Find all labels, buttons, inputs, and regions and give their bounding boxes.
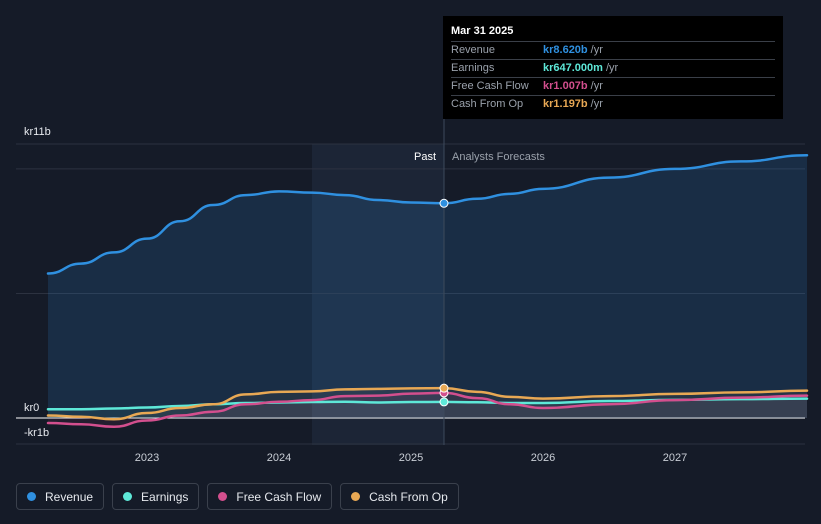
legend-item-free-cash-flow[interactable]: Free Cash Flow: [207, 483, 333, 510]
y-axis-top-label: kr11b: [24, 126, 51, 138]
x-tick-label: 2024: [267, 452, 291, 464]
marker-cash-from-op: [439, 383, 449, 393]
marker-earnings: [439, 397, 449, 407]
tooltip: Mar 31 2025 Revenue kr8.620b/yr Earnings kr…: [443, 16, 783, 119]
forecast-label: Analysts Forecasts: [452, 151, 545, 163]
past-label: Past: [414, 151, 436, 163]
legend-label: Earnings: [141, 489, 189, 504]
tooltip-row-unit: /yr: [590, 44, 603, 56]
legend-item-revenue[interactable]: Revenue: [16, 483, 105, 510]
line-earnings: [46, 397, 809, 411]
tooltip-row: Revenue kr8.620b/yr: [451, 41, 775, 59]
x-tick-label: 2027: [663, 452, 687, 464]
tooltip-row-label: Cash From Op: [451, 98, 524, 110]
tooltip-row-label: Free Cash Flow: [451, 80, 529, 92]
hover-markers: [439, 198, 449, 407]
x-tick-label: 2023: [135, 452, 159, 464]
line-free-cash-flow: [46, 391, 809, 428]
y-axis-zero-label: kr0: [24, 402, 39, 414]
tooltip-row-value: kr1.007b: [543, 80, 588, 92]
tooltip-date: Mar 31 2025: [451, 25, 514, 37]
legend: Revenue Earnings Free Cash Flow Cash From O…: [16, 483, 459, 510]
area-free-cash-flow: [48, 392, 807, 427]
tooltip-row-unit: /yr: [590, 98, 603, 110]
x-tick-label: 2025: [399, 452, 423, 464]
marker-revenue: [439, 198, 449, 208]
tooltip-row-value: kr647.000m: [543, 62, 603, 74]
series-lines: [46, 153, 809, 428]
gridlines: [16, 143, 805, 445]
tooltip-row: Earnings kr647.000m/yr: [451, 59, 775, 77]
tooltip-row-unit: /yr: [590, 80, 603, 92]
legend-dot-icon: [27, 492, 36, 501]
tooltip-row-value: kr8.620b: [543, 44, 588, 56]
area-revenue: [48, 155, 807, 418]
legend-item-earnings[interactable]: Earnings: [112, 483, 200, 510]
tooltip-row-label: Earnings: [451, 62, 495, 74]
legend-dot-icon: [351, 492, 361, 501]
tooltip-rows: Revenue kr8.620b/yr Earnings kr647.000m/yr F…: [451, 41, 775, 113]
legend-dot-icon: [218, 492, 228, 501]
x-tick-label: 2026: [531, 452, 555, 464]
legend-label: Revenue: [45, 489, 94, 504]
line-cash-from-op: [46, 386, 809, 421]
tooltip-row: Free Cash Flow kr1.007b/yr: [451, 77, 775, 95]
line-revenue: [46, 153, 809, 275]
legend-label: Free Cash Flow: [236, 489, 322, 504]
tooltip-row-label: Revenue: [451, 44, 496, 56]
y-axis-neg-label: -kr1b: [24, 427, 49, 439]
x-axis-ticks: 2023 2024 2025 2026 2027: [135, 452, 687, 464]
tooltip-row-value: kr1.197b: [543, 98, 588, 110]
legend-label: Cash From Op: [369, 489, 448, 504]
tooltip-row-unit: /yr: [605, 62, 619, 74]
legend-dot-icon: [123, 492, 133, 501]
legend-item-cash-from-op[interactable]: Cash From Op: [340, 483, 459, 510]
tooltip-row: Cash From Op kr1.197b/yr: [451, 95, 775, 113]
